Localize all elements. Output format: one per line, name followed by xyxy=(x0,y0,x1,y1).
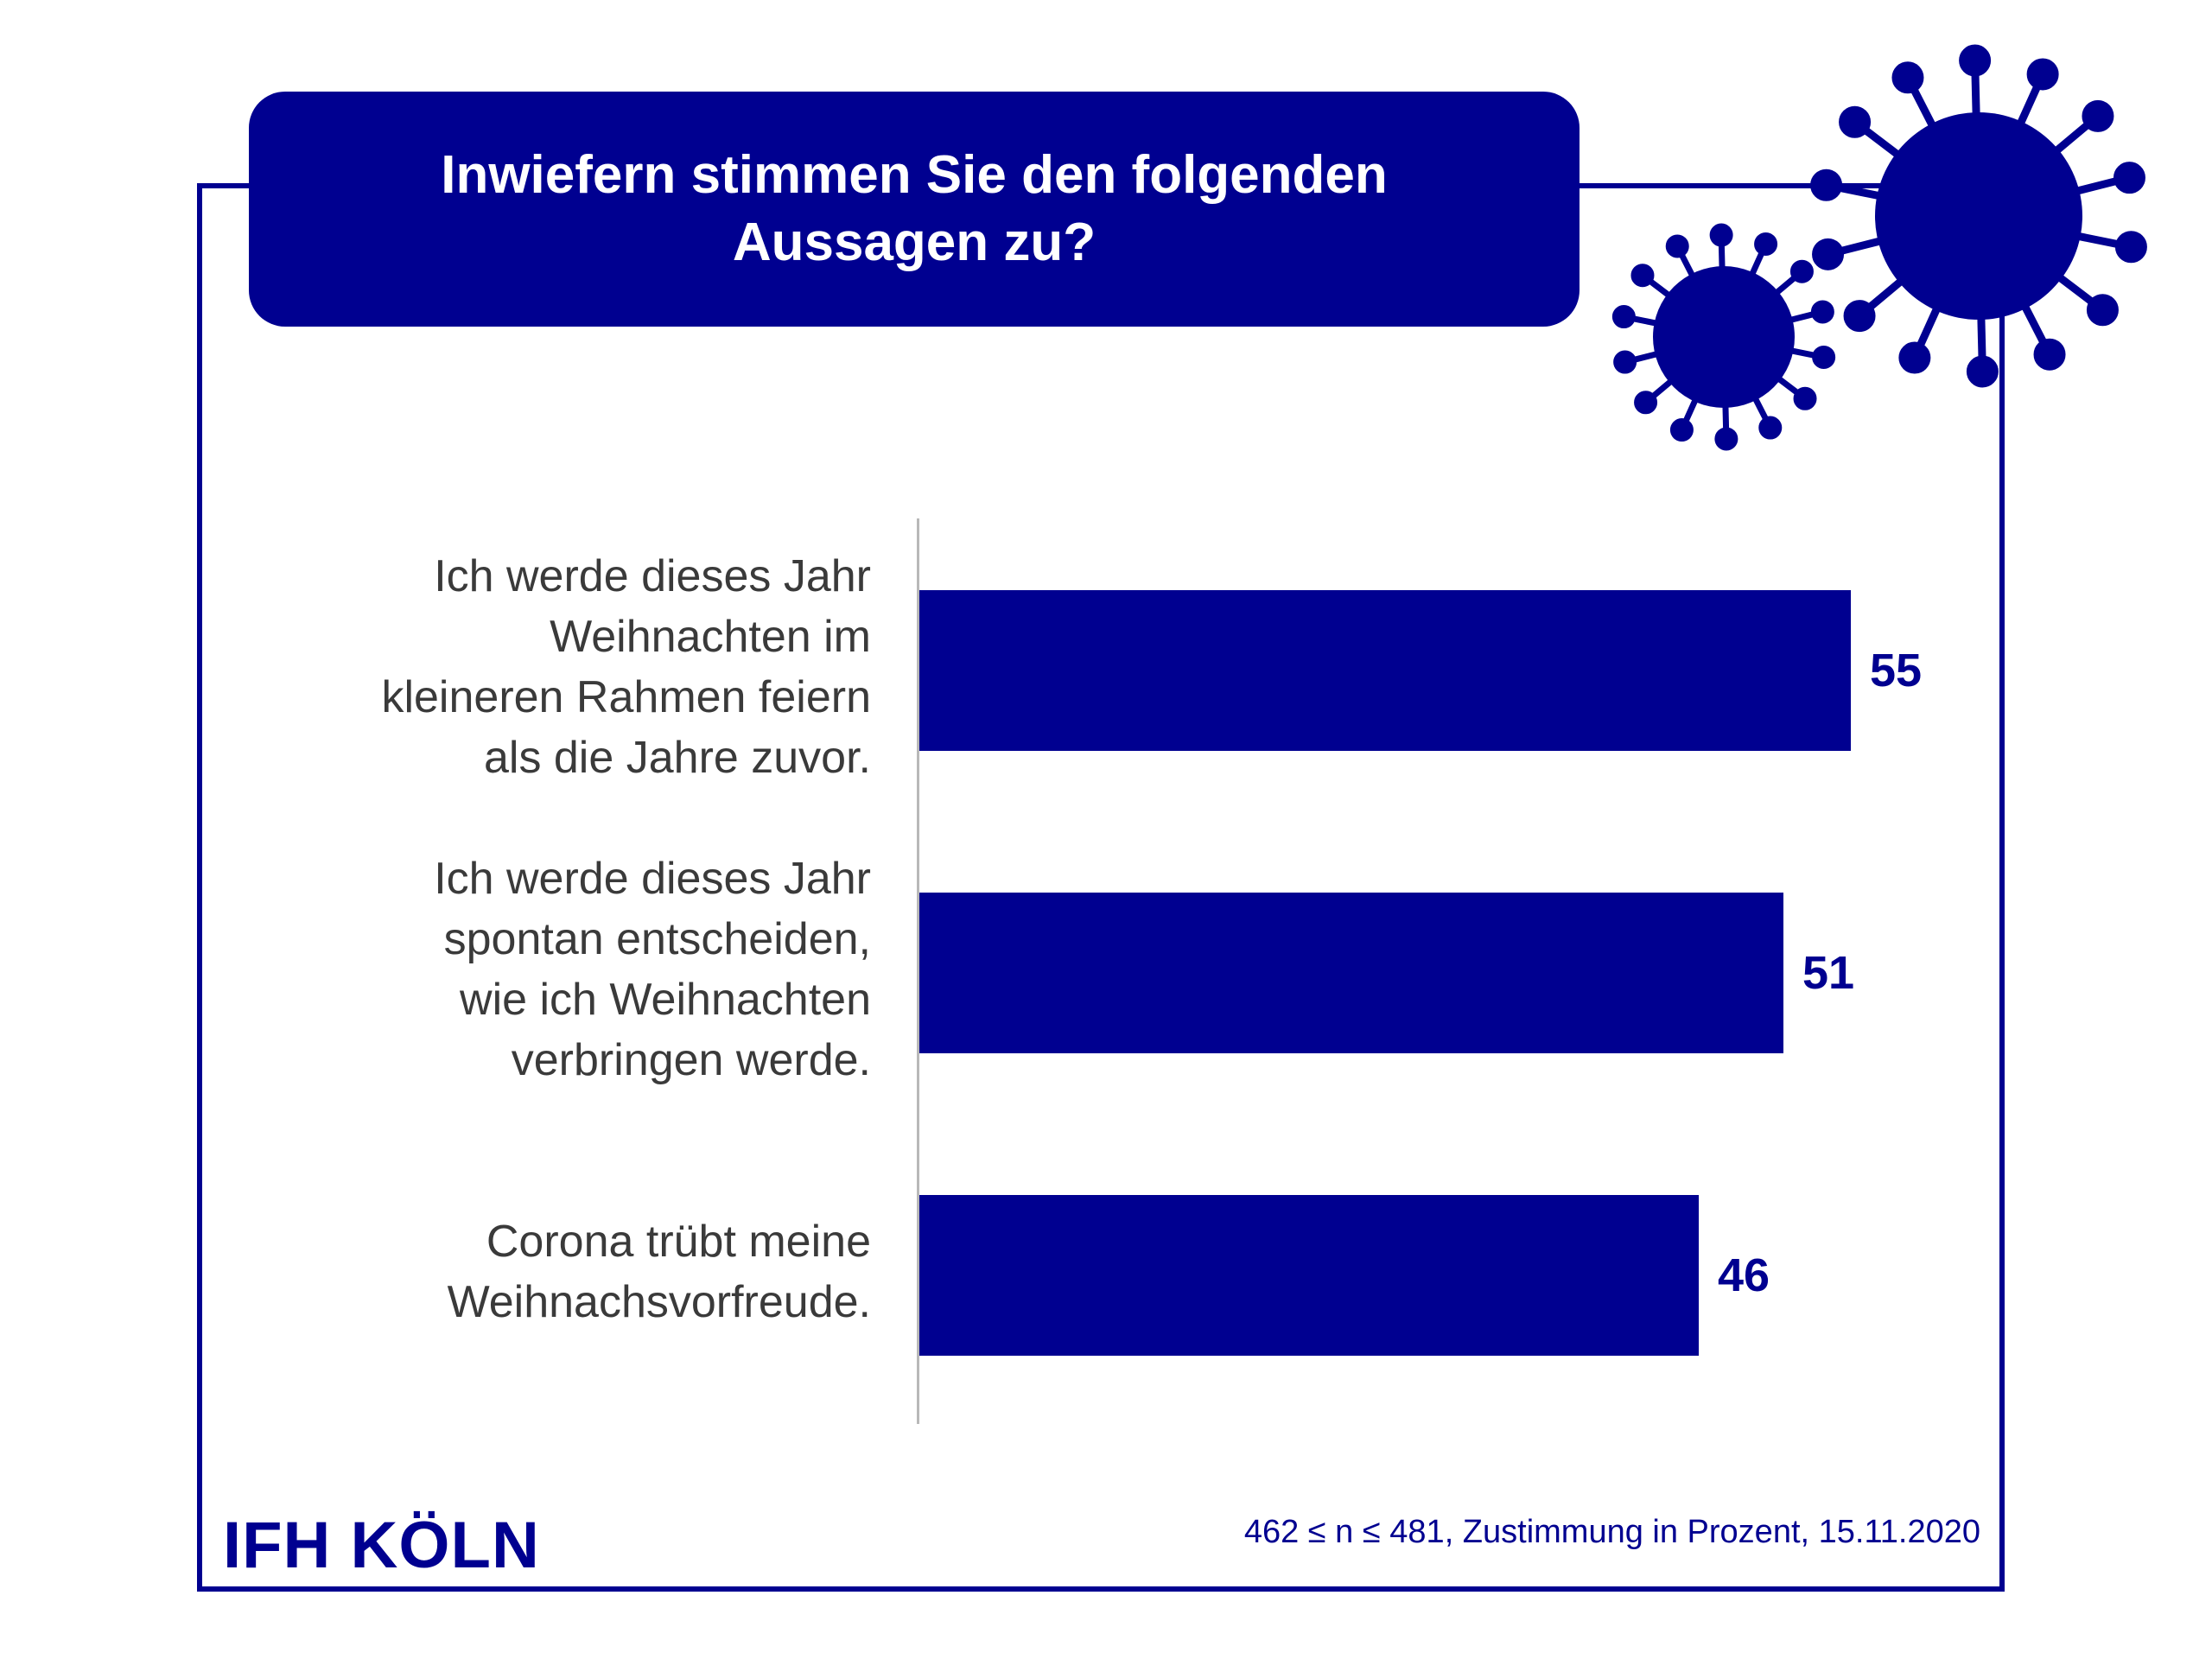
data-label: 46 xyxy=(1718,1249,1770,1301)
category-label: Corona trübt meine Weihnachsvorfreude. xyxy=(447,1217,871,1327)
category-axis-line xyxy=(917,518,919,1424)
chart-title: Inwiefern stimmen Sie den folgenden Auss… xyxy=(441,145,1388,272)
virus-icon-small xyxy=(1611,223,1836,451)
bar xyxy=(919,590,1851,751)
footnote: 462 ≤ n ≤ 481, Zustimmung in Prozent, 15… xyxy=(1243,1514,1980,1550)
ifh-logo: IFH KÖLN xyxy=(223,1509,540,1582)
bar xyxy=(919,1195,1699,1356)
virus-icon-large xyxy=(1810,44,2147,388)
title-box: Inwiefern stimmen Sie den folgenden Auss… xyxy=(249,92,1580,327)
category-label: Ich werde dieses Jahr spontan entscheide… xyxy=(434,854,871,1085)
data-label: 55 xyxy=(1870,645,1923,696)
bar xyxy=(919,893,1783,1053)
data-label: 51 xyxy=(1802,947,1855,999)
category-label: Ich werde dieses Jahr Weihnachten im kle… xyxy=(381,551,871,783)
